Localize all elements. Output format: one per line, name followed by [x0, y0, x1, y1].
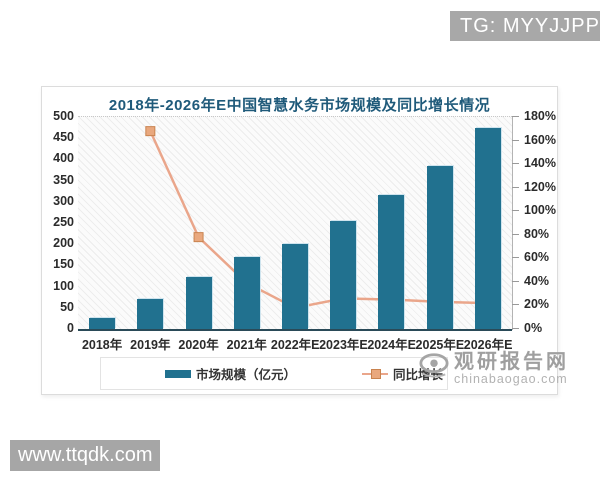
market-size-bar-2019年	[137, 299, 164, 329]
y-right-tick-label: 40%	[524, 273, 550, 288]
chinabaogao-domain: chinabaogao.com	[454, 372, 568, 386]
market-size-bar-2024年E	[378, 195, 405, 329]
y-right-tick-label: 180%	[524, 109, 556, 123]
line-legend-swatch-icon	[362, 369, 389, 379]
y-left-tick-label: 0	[67, 321, 74, 335]
market-size-bar-2026年E	[474, 127, 501, 329]
x-tick-label-2019年: 2019年	[130, 338, 171, 352]
chinabaogao-watermark: 观研报告网 chinabaogao.com	[417, 351, 577, 386]
chinabaogao-eye-logo-icon	[419, 353, 449, 378]
market-size-bar-2020年	[185, 276, 212, 329]
x-tick-label-2020年: 2020年	[178, 338, 219, 352]
chinabaogao-brand-name: 观研报告网	[454, 351, 569, 373]
y-left-tick-label: 250	[53, 215, 74, 229]
y-right-tick-label: 80%	[524, 226, 550, 241]
x-tick-label-2026年E: 2026年E	[463, 338, 513, 352]
y-left-tick-label: 300	[53, 193, 74, 208]
market-size-bar-2023年E	[330, 220, 357, 329]
y-left-tick-label: 350	[53, 172, 74, 187]
y-left-tick-label: 500	[53, 109, 74, 123]
site-url-watermark-banner: www.ttqdk.com	[10, 440, 161, 471]
y-left-tick-label: 400	[53, 151, 74, 166]
chart-card: 2018年-2026年E中国智慧水务市场规模及同比增长情况 0 50 100 150 2…	[41, 86, 558, 395]
y-right-tick-label: 120%	[524, 179, 556, 194]
y-right-tick-label: 140%	[524, 156, 556, 171]
plot-area	[78, 116, 512, 331]
bar-legend-label: 市场规模（亿元）	[196, 368, 297, 382]
market-size-bar-2025年E	[426, 165, 453, 329]
market-size-bar-2022年E	[282, 244, 308, 329]
legend: 市场规模（亿元） 同比增长	[100, 357, 448, 390]
y-right-tick-label: 0%	[524, 321, 543, 335]
y-right-tick-label: 20%	[524, 297, 550, 312]
chart-title: 2018年-2026年E中国智慧水务市场规模及同比增长情况	[108, 97, 491, 114]
y-right-tick-label: 100%	[524, 203, 556, 218]
market-size-bar-2018年	[89, 318, 116, 329]
telegram-watermark-banner: TG: MYYJJPP	[450, 11, 600, 41]
bar-legend-swatch-icon	[165, 369, 191, 378]
x-tick-label-2024年E: 2024年E	[367, 338, 416, 352]
y-left-tick-label: 150	[53, 257, 74, 272]
y-right-tick-label: 60%	[524, 250, 550, 265]
market-size-bar-2021年	[233, 256, 260, 329]
growth-marker	[193, 232, 204, 243]
x-tick-label-2023年E: 2023年E	[319, 338, 368, 352]
y-left-tick-label: 200	[53, 236, 74, 251]
y-left-tick-label: 50	[60, 299, 74, 314]
y-right-tick-label: 160%	[524, 132, 556, 147]
x-tick-label-2022年E: 2022年E	[270, 338, 320, 352]
x-tick-label-2021年: 2021年	[226, 338, 267, 352]
growth-marker	[145, 126, 156, 137]
x-tick-label-2018年: 2018年	[81, 338, 123, 352]
y-left-tick-label: 450	[53, 130, 74, 145]
x-tick-label-2025年E: 2025年E	[415, 338, 465, 352]
y-left-tick-label: 100	[53, 278, 74, 293]
